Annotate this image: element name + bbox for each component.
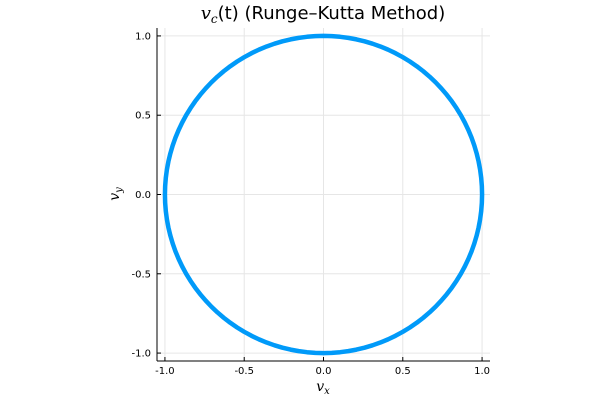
series-line <box>162 33 485 356</box>
chart-title: vc(t) (Runge–Kutta Method) <box>201 3 446 26</box>
x-tick-label: -1.0 <box>155 366 175 377</box>
x-axis-label-base: v <box>316 379 324 395</box>
title-prefix: v <box>201 3 211 24</box>
title-suffix: (t) <box>218 3 239 24</box>
y-tick-label: -0.5 <box>131 269 151 280</box>
y-tick-label: -1.0 <box>131 349 151 360</box>
series <box>162 33 485 356</box>
title-subscript: c <box>211 12 218 26</box>
x-tick-label: -0.5 <box>234 366 254 377</box>
y-tick-label: 0.5 <box>135 111 151 122</box>
y-tick-label: 0.0 <box>135 190 151 201</box>
y-tick-labels: -1.0 -0.5 0.0 0.5 1.0 <box>131 31 151 359</box>
x-tick-label: 1.0 <box>474 366 490 377</box>
x-tick-label: 0.0 <box>316 366 332 377</box>
x-axis-label-subscript: x <box>324 386 330 397</box>
y-axis-label-base: v <box>107 193 123 201</box>
title-text: (Runge–Kutta Method) <box>239 3 445 24</box>
y-axis-label-subscript: y <box>114 187 125 194</box>
grid <box>157 28 490 361</box>
y-axis-label: vy <box>107 187 125 201</box>
x-tick-label: 0.5 <box>395 366 411 377</box>
x-axis-label: vx <box>316 379 330 397</box>
y-tick-label: 1.0 <box>135 31 151 42</box>
tick-marks <box>157 35 483 361</box>
x-tick-labels: -1.0 -0.5 0.0 0.5 1.0 <box>155 366 490 377</box>
